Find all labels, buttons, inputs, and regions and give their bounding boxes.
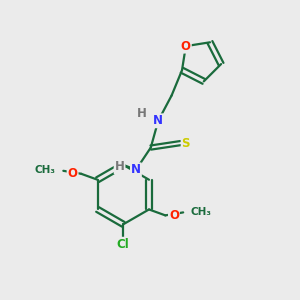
Text: O: O [68,167,78,180]
Text: H: H [115,160,124,173]
Text: S: S [182,136,190,150]
Text: N: N [131,163,141,176]
Text: O: O [169,209,179,222]
Text: CH₃: CH₃ [35,165,56,175]
Text: CH₃: CH₃ [190,207,212,217]
Text: Cl: Cl [117,238,130,251]
Text: H: H [137,107,147,120]
Text: N: N [153,114,163,127]
Text: O: O [181,40,191,52]
